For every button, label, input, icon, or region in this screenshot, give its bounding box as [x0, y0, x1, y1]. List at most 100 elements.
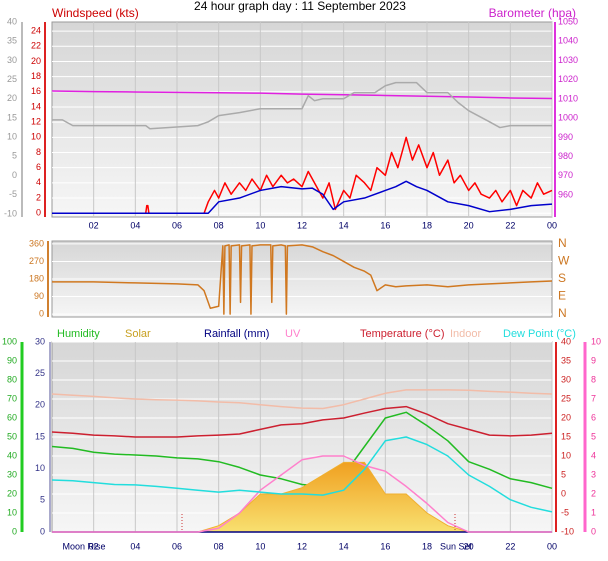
y2-tick-label: E [558, 289, 566, 303]
x-tick-label: 02 [89, 220, 99, 230]
y-tick-label: 90 [34, 291, 44, 301]
y-tick-label: 90 [7, 355, 17, 365]
x-tick-label: 04 [130, 220, 140, 230]
legend-label: Solar [125, 328, 151, 340]
panels: 02 04 06 08 10 12 14 16 18 20 22 000246810121416182… [2, 16, 601, 551]
legend-label: UV [285, 328, 301, 340]
legend-label: Humidity [57, 328, 100, 340]
x-tick-label: 16 [380, 220, 390, 230]
y-tick-label: 10 [7, 507, 17, 517]
y4-tick-label: 3 [591, 469, 596, 479]
y-tick-label: 20 [7, 488, 17, 498]
x-tick-label: 16 [380, 541, 390, 551]
y4-tick-label: 9 [591, 355, 596, 365]
y2-tick-label: 5 [561, 469, 566, 479]
y2-tick-label: 0 [561, 488, 566, 498]
y3-tick-label: 40 [7, 16, 17, 26]
y3-tick-label: 25 [35, 368, 45, 378]
x-tick-label: 18 [422, 541, 432, 551]
y-tick-label: 50 [7, 431, 17, 441]
y3-tick-label: -10 [4, 208, 17, 218]
windspeed-axis-title: Windspeed (kts) [52, 6, 139, 20]
y3-tick-label: -5 [9, 189, 17, 199]
y3-tick-label: 0 [40, 526, 45, 536]
line [52, 136, 553, 214]
y-tick-label: 0 [12, 526, 17, 536]
y2-tick-label: 1030 [558, 55, 578, 65]
y-tick-label: 0 [39, 308, 44, 318]
y-tick-label: 100 [2, 336, 17, 346]
x-tick-label: 14 [339, 541, 349, 551]
y-tick-label: 2 [36, 192, 41, 202]
page-title: 24 hour graph day : 11 September 2023 [194, 0, 406, 13]
x-tick-label: 18 [422, 220, 432, 230]
y2-tick-label: 15 [561, 431, 571, 441]
y4-tick-label: 1 [591, 507, 596, 517]
y-tick-label: 70 [7, 393, 17, 403]
legend-label: Rainfall (mm) [204, 328, 269, 340]
y4-tick-label: 4 [591, 450, 596, 460]
y-tick-label: 10 [31, 132, 41, 142]
y4-tick-label: 2 [591, 488, 596, 498]
y2-tick-label: 20 [561, 412, 571, 422]
x-tick-label: 20 [464, 220, 474, 230]
y2-tick-label: 1020 [558, 74, 578, 84]
x-tick-label: 06 [172, 220, 182, 230]
y2-tick-label: 40 [561, 336, 571, 346]
y-tick-label: 22 [31, 41, 41, 51]
y2-tick-label: 30 [561, 374, 571, 384]
y-tick-label: 14 [31, 101, 41, 111]
y3-tick-label: 20 [7, 93, 17, 103]
annotation: Moon Rise [62, 541, 105, 551]
y2-tick-label: 1040 [558, 36, 578, 46]
y-tick-label: 0 [36, 208, 41, 218]
y-tick-label: 30 [7, 469, 17, 479]
line [51, 405, 553, 438]
legend-label: Dew Point (°C) [503, 328, 576, 340]
x-tick-label: 04 [130, 541, 140, 551]
y2-tick-label: -5 [561, 507, 569, 517]
legend-label: Indoor [450, 328, 482, 340]
barometer-axis-title: Barometer (hpa) [489, 6, 576, 20]
y4-tick-label: 8 [591, 374, 596, 384]
x-tick-label: 22 [505, 541, 515, 551]
x-tick-label: 20 [464, 541, 474, 551]
line [52, 455, 552, 533]
x-tick-label: 00 [547, 220, 557, 230]
y3-tick-label: 15 [35, 431, 45, 441]
y3-tick-label: 35 [7, 36, 17, 46]
y2-tick-label: 970 [558, 170, 573, 180]
x-tick-label: 06 [172, 541, 182, 551]
y3-tick-label: 0 [12, 170, 17, 180]
y4-tick-label: 10 [591, 336, 601, 346]
y-tick-label: 8 [36, 147, 41, 157]
y-tick-label: 180 [29, 273, 44, 283]
line [52, 81, 552, 130]
x-tick-label: 10 [255, 541, 265, 551]
line [51, 90, 553, 100]
y-tick-label: 40 [7, 450, 17, 460]
y3-tick-label: 10 [35, 463, 45, 473]
y3-tick-label: 5 [12, 151, 17, 161]
y3-tick-label: 15 [7, 112, 17, 122]
y3-tick-label: 30 [7, 55, 17, 65]
y4-tick-label: 0 [591, 526, 596, 536]
x-tick-label: 22 [505, 220, 515, 230]
y-tick-label: 12 [31, 117, 41, 127]
x-tick-label: 12 [297, 220, 307, 230]
y2-tick-label: S [558, 271, 566, 285]
y2-tick-label: 1010 [558, 93, 578, 103]
x-tick-label: 12 [297, 541, 307, 551]
x-tick-label: 10 [255, 220, 265, 230]
line [52, 180, 553, 214]
x-tick-label: 14 [339, 220, 349, 230]
y4-tick-label: 6 [591, 412, 596, 422]
y2-tick-label: 35 [561, 355, 571, 365]
y2-tick-label: 25 [561, 393, 571, 403]
y3-tick-label: 10 [7, 132, 17, 142]
line [52, 244, 553, 315]
x-tick-label: 02 [89, 541, 99, 551]
x-tick-label: 08 [214, 541, 224, 551]
line [51, 389, 553, 410]
